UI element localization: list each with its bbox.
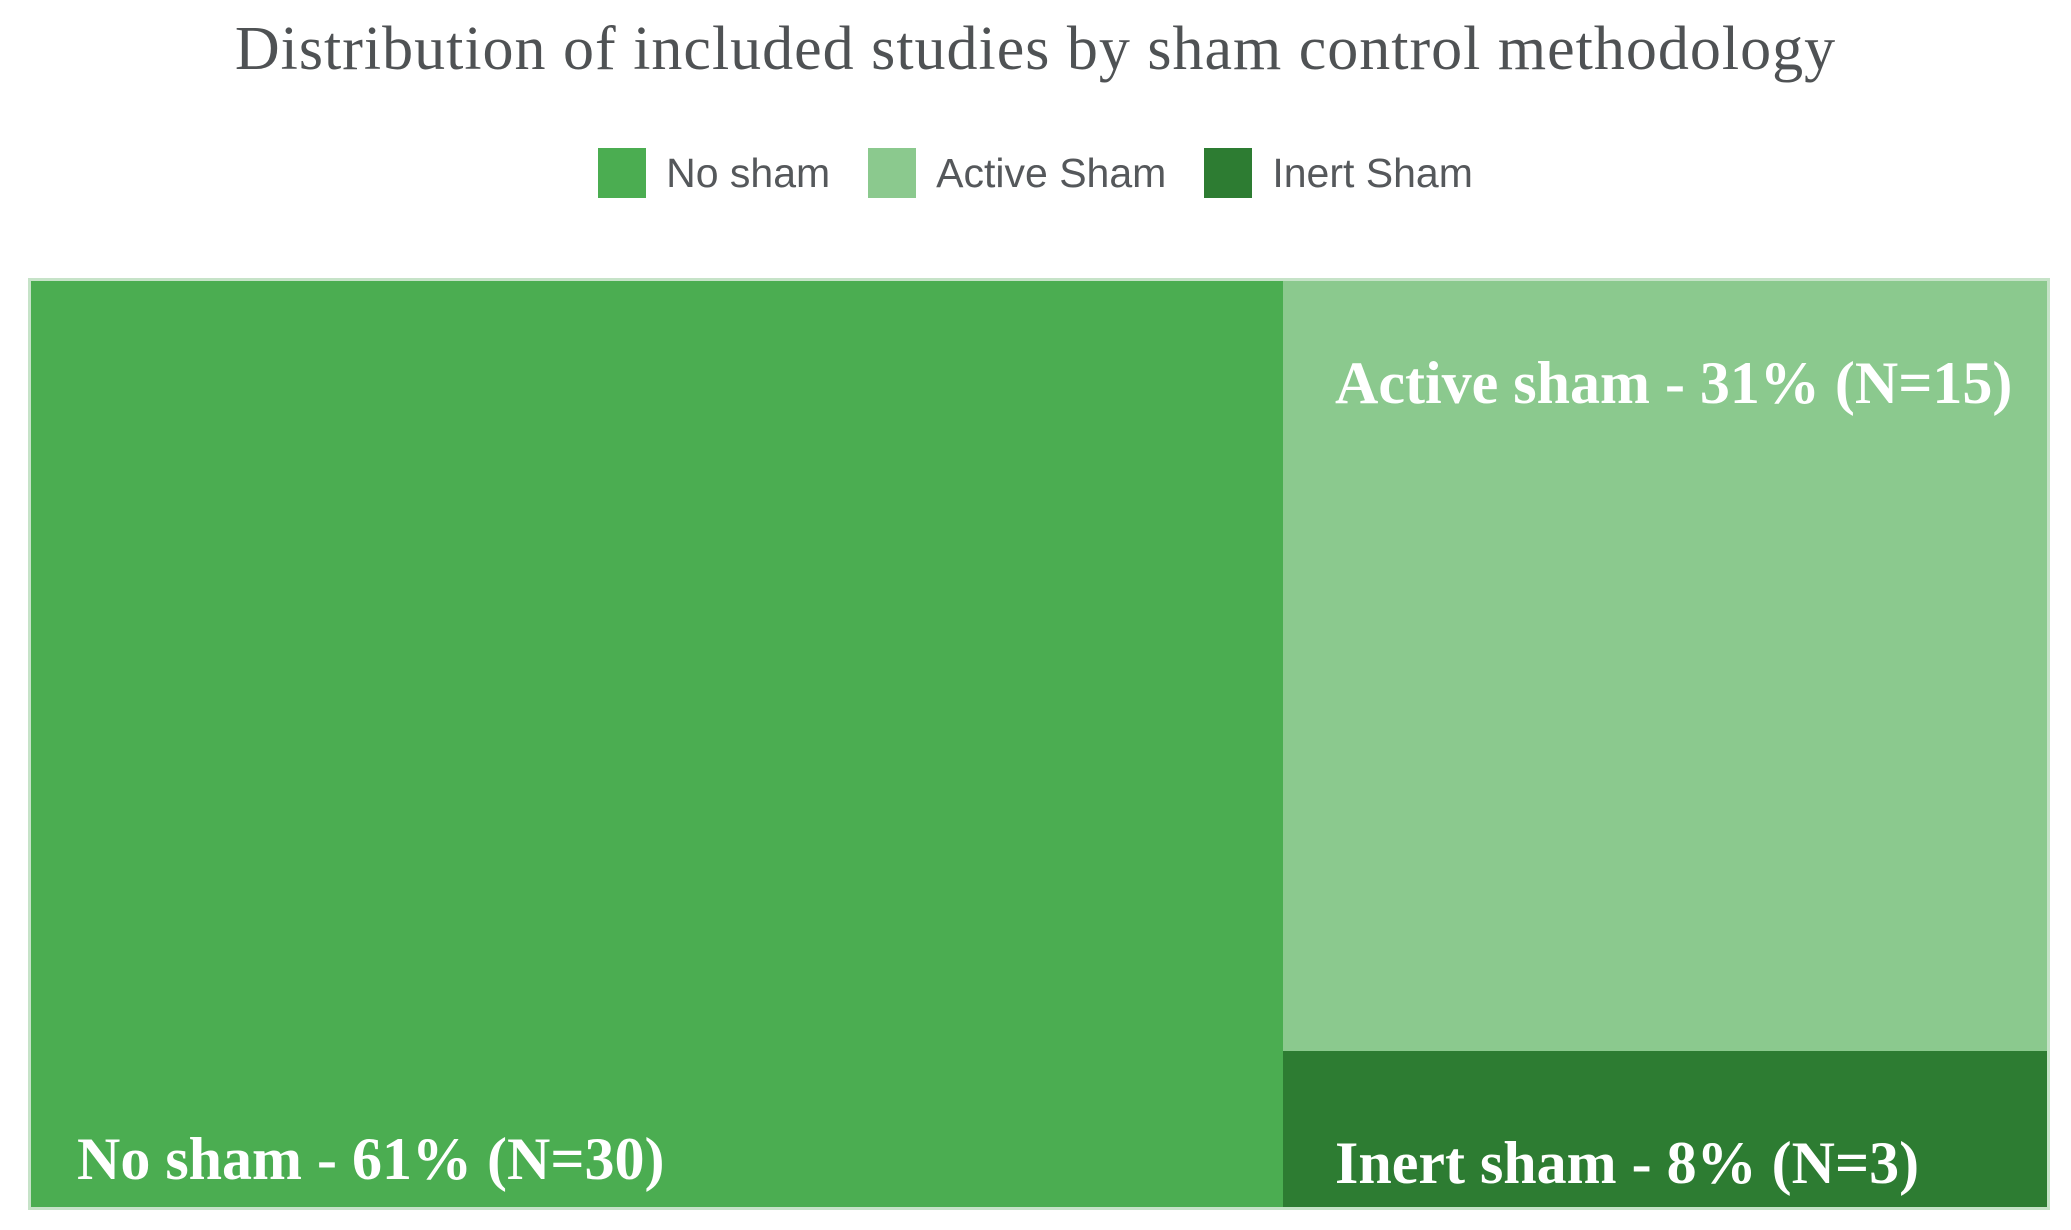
legend-swatch-active-sham-icon	[868, 148, 917, 198]
treemap-cell-label-no-sham: No sham - 61% (N=30)	[77, 1126, 665, 1192]
legend-label-no-sham: No sham	[666, 149, 831, 196]
legend-swatch-no-sham-icon	[598, 148, 647, 198]
legend-label-active-sham: Active Sham	[936, 149, 1167, 196]
legend-item-inert-sham[interactable]: Inert Sham	[1204, 148, 1473, 198]
legend-swatch-inert-sham-icon	[1204, 148, 1253, 198]
treemap-cell-label-inert-sham: Inert sham - 8% (N=3)	[1335, 1130, 1920, 1196]
chart-title: Distribution of included studies by sham…	[234, 15, 1837, 83]
legend-item-no-sham[interactable]: No sham	[598, 148, 830, 198]
legend-label-inert-sham: Inert Sham	[1272, 149, 1473, 196]
treemap-plot-area: No sham - 61% (N=30) Active sham - 31% (…	[28, 278, 2050, 1210]
chart-legend: No sham Active Sham Inert Sham	[0, 148, 2071, 198]
legend-item-active-sham[interactable]: Active Sham	[868, 148, 1166, 198]
treemap-cell-label-active-sham: Active sham - 31% (N=15)	[1335, 350, 2013, 416]
treemap-cell-active-sham[interactable]: Active sham - 31% (N=15)	[1283, 281, 2047, 1051]
treemap-cell-no-sham[interactable]: No sham - 61% (N=30)	[31, 281, 1283, 1207]
treemap-cell-inert-sham[interactable]: Inert sham - 8% (N=3)	[1283, 1051, 2047, 1207]
